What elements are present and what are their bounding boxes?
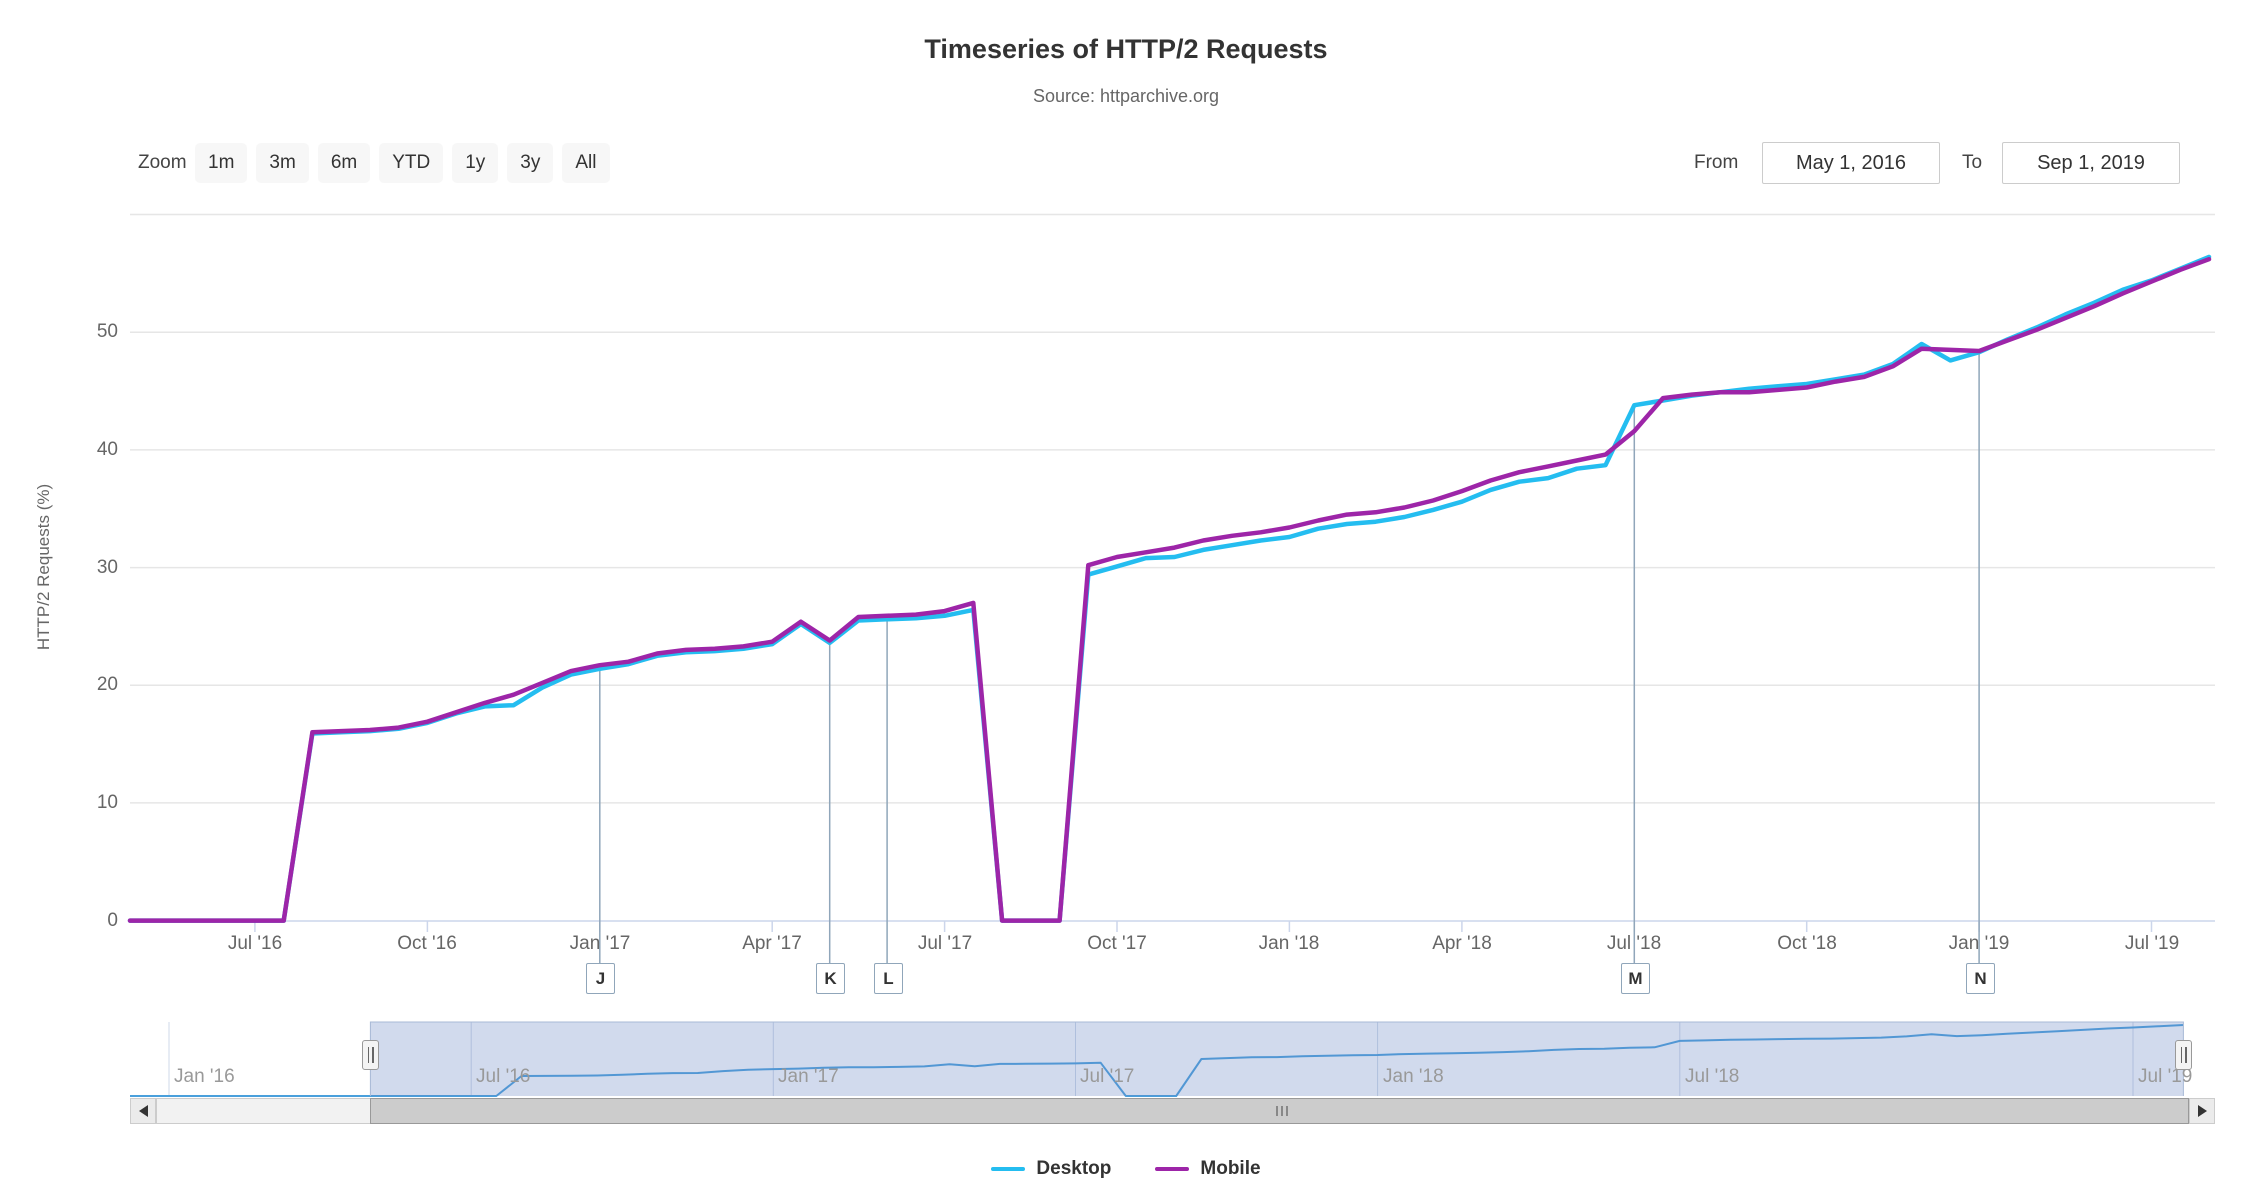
zoom-button-1y[interactable]: 1y (452, 143, 499, 183)
scrollbar-thumb[interactable] (370, 1098, 2189, 1124)
navigator-series-line (130, 1024, 2184, 1097)
x-tick-label: Jul '19 (2124, 933, 2180, 954)
from-date-input[interactable] (1762, 142, 1940, 184)
to-date-input[interactable] (2002, 142, 2180, 184)
navigator-mask[interactable] (370, 1022, 2184, 1096)
y-tick-label: 40 (96, 439, 118, 460)
desktop-series-line[interactable] (127, 254, 2212, 923)
y-tick-label: 10 (96, 792, 118, 813)
y-tick-label: 30 (96, 557, 118, 578)
right-arrow-icon (2197, 1105, 2207, 1117)
from-label: From (1694, 152, 1739, 173)
flag-L[interactable]: L (874, 963, 903, 994)
left-arrow-icon (138, 1105, 148, 1117)
zoom-button-1m[interactable]: 1m (195, 143, 248, 183)
to-label: To (1962, 152, 1983, 173)
chart-title: Timeseries of HTTP/2 Requests (924, 34, 1328, 64)
x-tick-label: Apr '17 (742, 933, 802, 954)
x-tick-label: Jan '19 (1948, 933, 2010, 954)
navigator-tick-label: Jan '17 (778, 1066, 839, 1087)
zoom-label: Zoom (138, 152, 187, 173)
y-tick-label: 50 (96, 321, 118, 342)
x-tick-label: Jan '17 (569, 933, 631, 954)
navigator-right-handle[interactable] (2175, 1040, 2192, 1070)
x-tick-label: Jul '18 (1606, 933, 1662, 954)
legend-label: Desktop (1036, 1158, 1112, 1179)
legend-marker (991, 1166, 1026, 1172)
mobile-series-line[interactable] (127, 256, 2212, 923)
flag-J[interactable]: J (586, 963, 615, 994)
main-chart (127, 213, 2215, 963)
zoom-button-3m[interactable]: 3m (256, 143, 309, 183)
legend-label: Mobile (1200, 1158, 1261, 1179)
navigator-tick-label: Jul '18 (1685, 1066, 1740, 1087)
x-tick-label: Apr '18 (1432, 933, 1492, 954)
navigator-tick-label: Jul '19 (2138, 1066, 2193, 1087)
zoom-button-group: 1m 3m 6m YTD 1y 3y All (195, 143, 610, 183)
zoom-button-ytd[interactable]: YTD (379, 143, 444, 183)
legend: Desktop Mobile (0, 1158, 2252, 1180)
navigator-tick-label: Jan '16 (174, 1066, 235, 1087)
navigator (130, 1021, 2184, 1097)
x-tick-label: Jul '16 (227, 933, 283, 954)
legend-item-mobile[interactable]: Mobile (1155, 1158, 1261, 1180)
navigator-tick-label: Jan '18 (1383, 1066, 1444, 1087)
scrollbar-right-button[interactable] (2189, 1098, 2215, 1124)
legend-marker (1155, 1166, 1190, 1172)
zoom-button-3y[interactable]: 3y (507, 143, 554, 183)
y-tick-label: 0 (107, 910, 118, 931)
zoom-button-all[interactable]: All (562, 143, 610, 183)
x-tick-label: Jul '17 (917, 933, 973, 954)
navigator-left-handle[interactable] (362, 1040, 379, 1070)
chart-subtitle: Source: httparchive.org (1032, 86, 1220, 106)
zoom-button-6m[interactable]: 6m (317, 143, 371, 183)
x-tick-label: Oct '18 (1777, 933, 1837, 954)
legend-item-desktop[interactable]: Desktop (991, 1158, 1111, 1180)
navigator-tick-label: Jul '16 (476, 1066, 531, 1087)
scrollbar-left-button[interactable] (130, 1098, 156, 1124)
scrollbar-grip-icon (1276, 1106, 1288, 1116)
x-tick-label: Oct '17 (1087, 933, 1147, 954)
flag-N[interactable]: N (1966, 963, 1995, 994)
flag-M[interactable]: M (1621, 963, 1650, 994)
navigator-tick-label: Jul '17 (1080, 1066, 1135, 1087)
flag-K[interactable]: K (816, 963, 845, 994)
x-tick-label: Oct '16 (397, 933, 457, 954)
x-tick-label: Jan '18 (1258, 933, 1320, 954)
export-menu-button[interactable] (2166, 42, 2210, 82)
y-tick-label: 20 (96, 674, 118, 695)
